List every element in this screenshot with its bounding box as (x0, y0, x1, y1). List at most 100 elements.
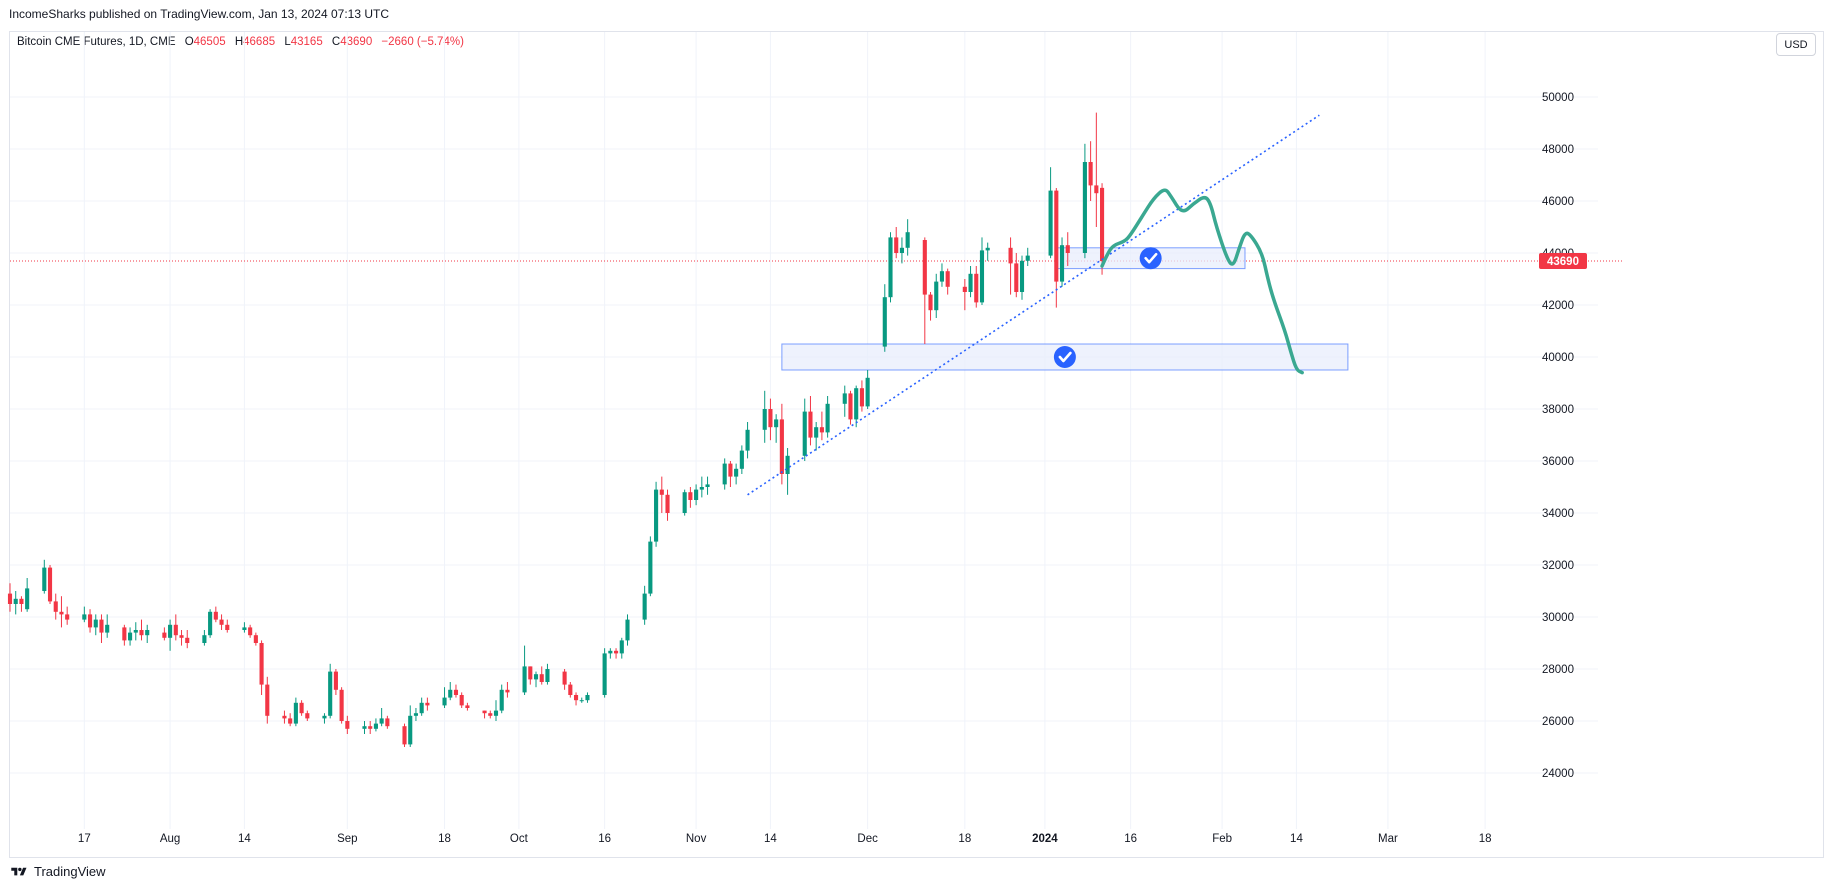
candle-body (779, 419, 784, 474)
candle-body (825, 403, 830, 433)
candle-body (728, 463, 733, 477)
currency-button[interactable]: USD (1776, 33, 1816, 56)
candle-body (745, 429, 750, 451)
candle-body (47, 567, 53, 602)
candle-body (602, 653, 607, 695)
candle (1088, 141, 1093, 201)
candle (413, 708, 419, 721)
candle-body (545, 669, 550, 682)
candle-body (1088, 162, 1093, 186)
candle-body (539, 674, 544, 682)
candle-body (568, 684, 573, 695)
candle (65, 606, 70, 625)
candle-body (459, 695, 464, 706)
last-price-label: 43690 (1547, 256, 1579, 268)
candle-body (7, 593, 13, 604)
candle (1082, 143, 1087, 259)
candle-body (705, 484, 710, 487)
candle (922, 237, 927, 344)
x-tick-label: 14 (238, 833, 251, 845)
y-tick-label: 30000 (1542, 612, 1574, 624)
candle-body (802, 411, 807, 456)
candle-body (173, 624, 178, 636)
candle (253, 632, 258, 646)
y-tick-label: 24000 (1542, 768, 1574, 780)
candle-body (242, 627, 247, 630)
candle (322, 713, 327, 724)
candle-body (448, 689, 453, 698)
candle-body (299, 702, 304, 714)
candle-body (865, 377, 870, 407)
candle-body (819, 427, 824, 433)
candle (373, 718, 378, 732)
x-tick-label: Dec (857, 833, 878, 845)
candle (19, 596, 24, 612)
y-tick-label: 28000 (1542, 664, 1574, 676)
candle-body (762, 409, 767, 430)
candle-body (139, 630, 144, 636)
candle (128, 627, 133, 646)
candle-body (968, 273, 973, 292)
candle (819, 411, 824, 441)
candle (619, 637, 624, 659)
candle-body (185, 637, 190, 643)
candle-body (1099, 187, 1105, 262)
candle (602, 648, 607, 698)
x-tick-label: 16 (1124, 833, 1137, 845)
candle-body (842, 393, 847, 404)
candle-body (145, 630, 150, 636)
candle (699, 476, 704, 498)
candle (265, 676, 270, 724)
y-tick-label: 32000 (1542, 560, 1574, 572)
candle (145, 624, 150, 643)
candle-body (694, 489, 699, 500)
candle-body (528, 666, 533, 680)
candle (762, 390, 767, 443)
candle-body (848, 393, 853, 420)
candle-body (579, 700, 584, 702)
candle (259, 640, 264, 695)
candle-body (259, 643, 264, 685)
candle-body (482, 710, 487, 714)
candle (854, 385, 859, 428)
candle-body (87, 614, 93, 628)
candle-body (122, 627, 127, 641)
candle (522, 645, 527, 695)
candle-body (362, 726, 367, 729)
candle (825, 396, 830, 438)
candle-body (722, 463, 727, 485)
candle (13, 591, 18, 615)
candle-body (93, 619, 98, 628)
candle-body (985, 247, 990, 251)
candle (333, 669, 338, 695)
candle-body (962, 286, 967, 292)
trendline (747, 114, 1320, 496)
candle (734, 463, 739, 485)
x-tick-label: 14 (1290, 833, 1303, 845)
candle-body (1019, 260, 1025, 292)
candle-body (768, 409, 773, 428)
check-circle-icon (1139, 247, 1162, 270)
candle (533, 671, 539, 688)
candle (694, 484, 699, 506)
candle (859, 380, 864, 412)
candle-body (522, 666, 527, 693)
x-axis: 17 Aug 14 Sep 18 Oct 16 Nov 14 Dec 18 2024 16 Feb 14 Ma… (78, 833, 1492, 845)
x-tick-label: 18 (1479, 833, 1492, 845)
candle-body (379, 718, 384, 724)
tradingview-branding[interactable]: TradingView (9, 864, 106, 879)
candle (728, 461, 733, 487)
candle (305, 710, 310, 721)
candle (288, 713, 293, 727)
candle (779, 403, 784, 485)
candle (185, 630, 190, 649)
candle (345, 715, 350, 734)
candle-body (373, 723, 378, 729)
candle-body (688, 492, 693, 500)
candle-body (734, 468, 739, 477)
candle (282, 710, 287, 724)
candle (614, 648, 619, 659)
candle (745, 422, 750, 459)
candle-body (1082, 162, 1087, 253)
